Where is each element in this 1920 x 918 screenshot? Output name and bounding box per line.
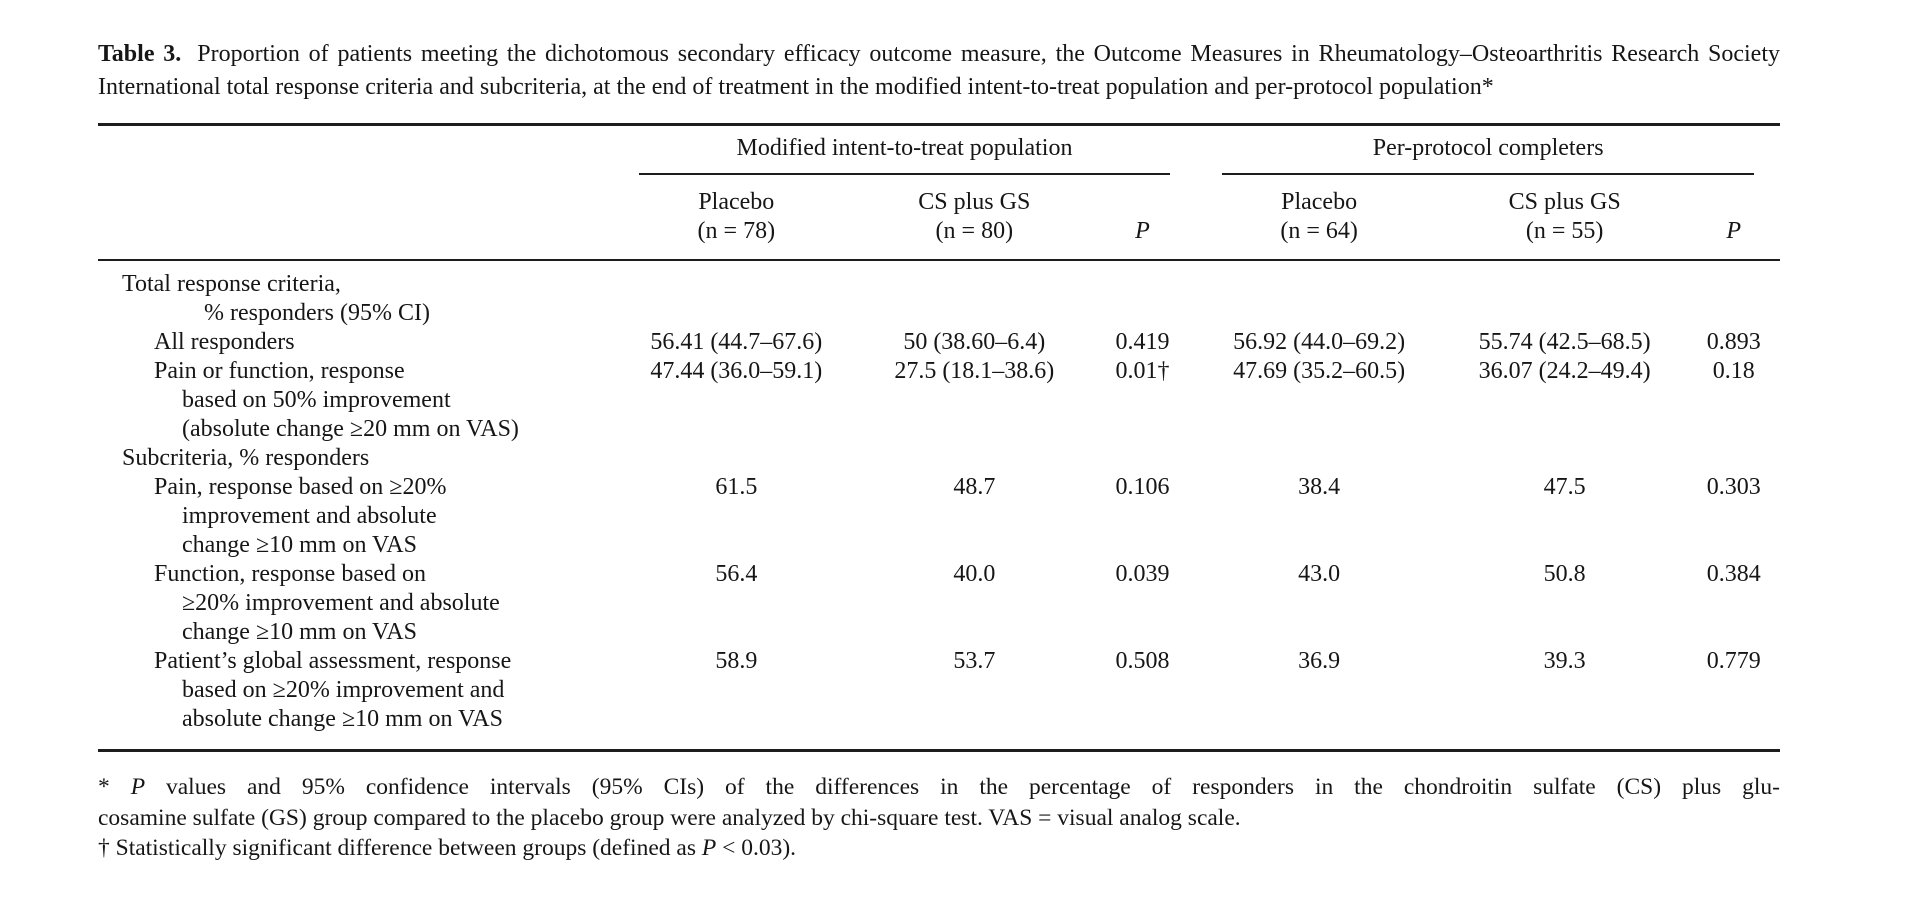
stub-cell bbox=[98, 175, 613, 261]
cell-value: 36.9 bbox=[1298, 648, 1341, 674]
colhead-pp-p: P bbox=[1687, 175, 1780, 261]
cell-value: 0.508 bbox=[1115, 648, 1170, 674]
cell-value: 47.69 (35.2–60.5) bbox=[1233, 358, 1406, 384]
stub-cell bbox=[98, 125, 613, 176]
group-header-mitt: Modified intent-to-treat population bbox=[638, 126, 1171, 175]
cell-value: 56.41 (44.7–67.6) bbox=[650, 329, 823, 355]
footnote-asterisk-line2: cosamine sulfate (GS) group compared to … bbox=[98, 804, 1241, 831]
cell-value: 48.7 bbox=[953, 474, 996, 500]
cell-value: 39.3 bbox=[1543, 648, 1586, 674]
table-caption: Table 3. Proportion of patients meeting t… bbox=[98, 38, 1780, 104]
cell-value: 27.5 (18.1–38.6) bbox=[894, 358, 1055, 384]
table-row: Pain, response based on ≥20% improvement… bbox=[98, 473, 1780, 560]
cell-value: 56.92 (44.0–69.2) bbox=[1233, 329, 1406, 355]
footnotes: * P values and 95% confidence intervals … bbox=[98, 772, 1780, 864]
row-label-function-subcriterion: Function, response based on ≥20% improve… bbox=[154, 561, 500, 645]
cell-value: 38.4 bbox=[1298, 474, 1341, 500]
cell-value: 47.5 bbox=[1543, 474, 1586, 500]
cell-value: 50 (38.60–6.4) bbox=[903, 329, 1046, 355]
table-number: Table 3. bbox=[98, 41, 182, 67]
footnote-asterisk-line1: * P values and 95% confidence intervals … bbox=[98, 774, 1780, 800]
cell-value: 0.106 bbox=[1115, 474, 1170, 500]
table-row: All responders 56.41 (44.7–67.6) 50 (38.… bbox=[98, 328, 1780, 357]
cell-value: 0.419 bbox=[1115, 329, 1170, 355]
table-row: Patient’s global assessment, response ba… bbox=[98, 647, 1780, 751]
group-header-pp-cell: Per-protocol completers bbox=[1196, 125, 1780, 175]
cell-value: 0.384 bbox=[1706, 561, 1761, 587]
footnote-dagger: † Statistically significant difference b… bbox=[98, 835, 797, 861]
italic-p: P bbox=[701, 835, 717, 861]
cell-value: 55.74 (42.5–68.5) bbox=[1478, 329, 1651, 355]
empty-cells bbox=[613, 444, 1780, 473]
cell-value: 47.44 (36.0–59.1) bbox=[650, 358, 823, 384]
table-row: Pain or function, response based on 50% … bbox=[98, 357, 1780, 444]
table-row: Function, response based on ≥20% improve… bbox=[98, 560, 1780, 647]
cell-value: 0.039 bbox=[1115, 561, 1170, 587]
cell-value: 0.893 bbox=[1706, 329, 1761, 355]
cell-value: 53.7 bbox=[953, 648, 996, 674]
cell-value: 0.18 bbox=[1712, 358, 1755, 384]
cell-value: 40.0 bbox=[953, 561, 996, 587]
cell-value: 50.8 bbox=[1543, 561, 1586, 587]
row-label-pain-or-function: Pain or function, response based on 50% … bbox=[154, 358, 519, 442]
colhead-pp-csgs: CS plus GS (n = 55) bbox=[1441, 175, 1688, 261]
colhead-mitt-placebo: Placebo (n = 78) bbox=[612, 175, 860, 261]
group-header-row: Modified intent-to-treat population Per-… bbox=[98, 125, 1780, 176]
row-label-all-responders: All responders bbox=[154, 329, 295, 355]
cell-value: 56.4 bbox=[715, 561, 758, 587]
table-row: Total response criteria, % responders (9… bbox=[98, 260, 1780, 328]
row-label-subcriteria: Subcriteria, % responders bbox=[122, 445, 370, 471]
empty-cells bbox=[613, 260, 1780, 328]
table-row: Subcriteria, % responders bbox=[98, 444, 1780, 473]
group-header-pp: Per-protocol completers bbox=[1222, 126, 1754, 175]
row-label-patient-global: Patient’s global assessment, response ba… bbox=[154, 648, 512, 732]
cell-value: 43.0 bbox=[1298, 561, 1341, 587]
row-label-total-response: Total response criteria, % responders (9… bbox=[122, 271, 430, 326]
row-label-pain-subcriterion: Pain, response based on ≥20% improvement… bbox=[154, 474, 447, 558]
cell-value: 58.9 bbox=[715, 648, 758, 674]
column-header-row: Placebo (n = 78) CS plus GS (n = 80) P P… bbox=[98, 175, 1780, 261]
italic-p: P bbox=[130, 774, 146, 800]
paper-table-figure: Table 3. Proportion of patients meeting t… bbox=[98, 38, 1780, 864]
colhead-mitt-p: P bbox=[1088, 175, 1197, 261]
cell-value: 61.5 bbox=[715, 474, 758, 500]
group-header-mitt-cell: Modified intent-to-treat population bbox=[613, 125, 1197, 175]
caption-text: Proportion of patients meeting the dicho… bbox=[98, 41, 1780, 100]
results-table: Modified intent-to-treat population Per-… bbox=[98, 123, 1780, 752]
colhead-mitt-csgs: CS plus GS (n = 80) bbox=[859, 175, 1089, 261]
cell-value: 36.07 (24.2–49.4) bbox=[1478, 358, 1651, 384]
cell-value: 0.303 bbox=[1706, 474, 1761, 500]
cell-value: 0.01† bbox=[1115, 358, 1170, 384]
cell-value: 0.779 bbox=[1706, 648, 1761, 674]
colhead-pp-placebo: Placebo (n = 64) bbox=[1196, 175, 1442, 261]
